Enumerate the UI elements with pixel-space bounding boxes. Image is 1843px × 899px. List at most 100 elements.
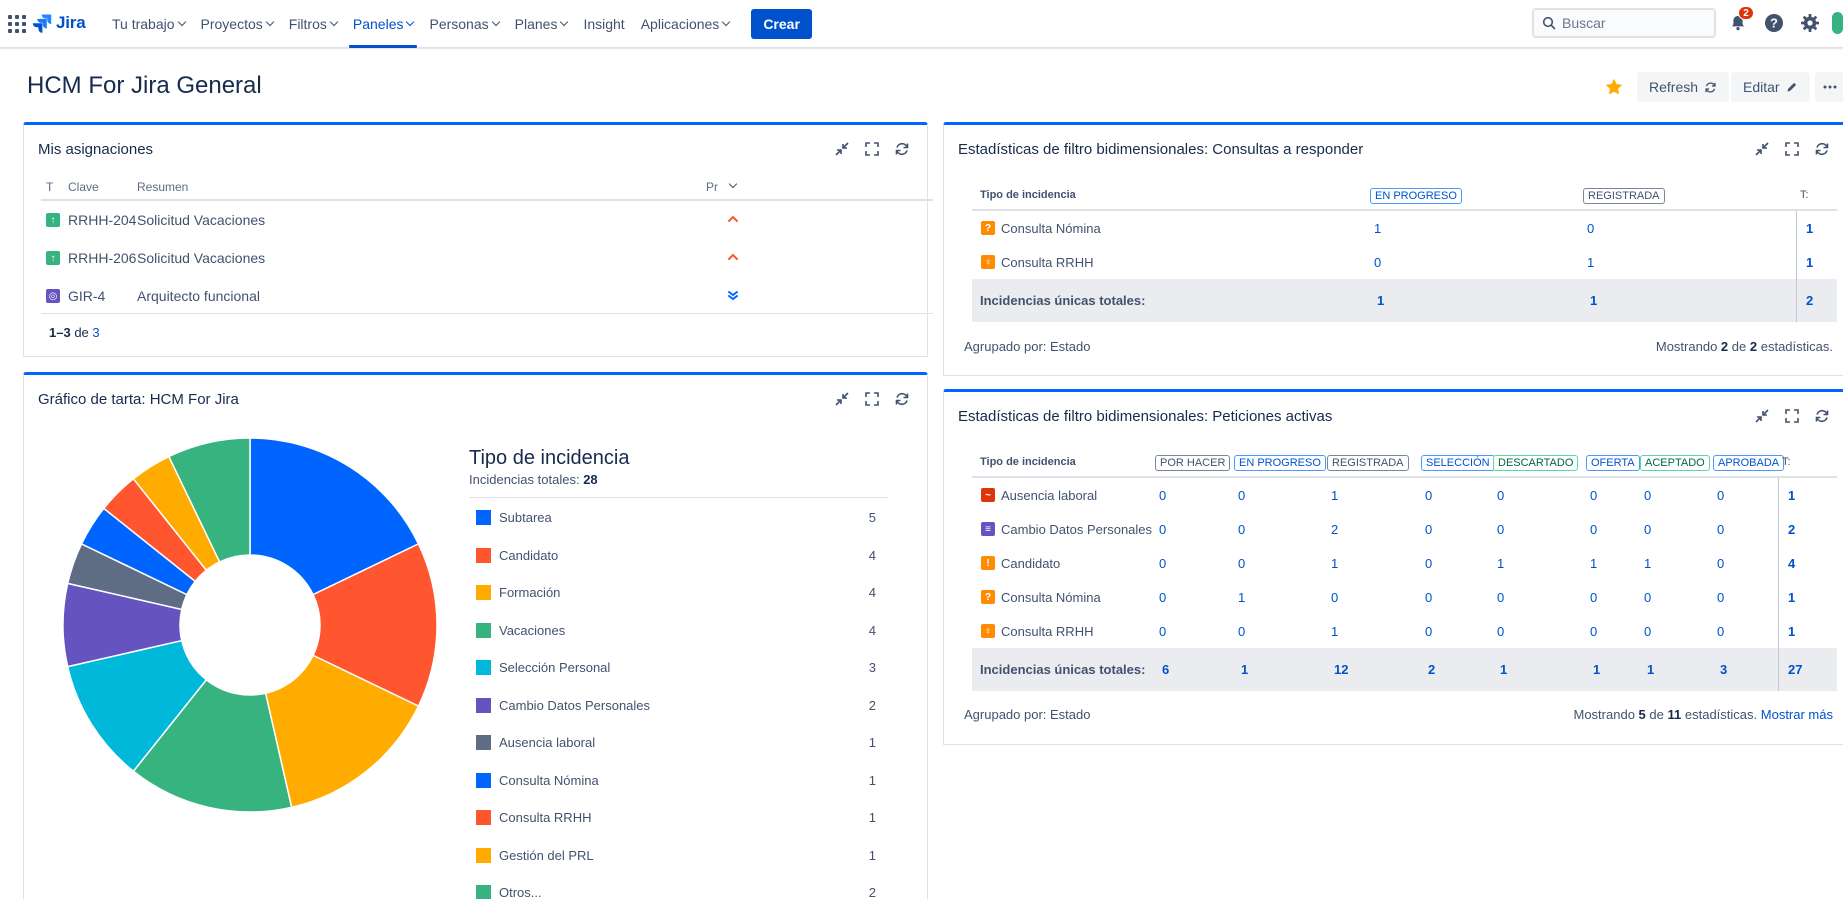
stat-cell-link[interactable]: 0 [1497,522,1505,537]
stat-cell-link[interactable]: 0 [1590,488,1598,503]
stat-cell-link[interactable]: 0 [1644,488,1652,503]
row-total-link[interactable]: 1 [1806,255,1814,270]
legend-label[interactable]: Subtarea [499,510,552,525]
stat-cell-link[interactable]: 0 [1159,522,1167,537]
column-total-link[interactable]: 1 [1377,293,1385,308]
more-actions-button[interactable] [1815,72,1843,102]
legend-label[interactable]: Gestión del PRL [499,847,594,863]
stat-cell-link[interactable]: 0 [1497,590,1505,605]
legend-item[interactable]: Candidato 4 [469,536,888,574]
stat-cell-link[interactable]: 1 [1497,556,1505,571]
minimize-icon[interactable] [833,140,851,158]
row-total-link[interactable]: 1 [1806,221,1814,236]
legend-item[interactable]: Vacaciones 4 [469,611,888,649]
legend-label[interactable]: Formación [499,585,561,600]
column-priority[interactable]: Pr [706,179,738,194]
column-type[interactable]: T [46,180,54,194]
row-total-link[interactable]: 1 [1788,624,1796,639]
legend-label[interactable]: Otros... [499,885,542,899]
nav-item-3[interactable]: Paneles [345,0,422,48]
stat-cell-link[interactable]: 0 [1717,556,1725,571]
search-input[interactable] [1562,15,1702,31]
legend-label[interactable]: Cambio Datos Personales [499,697,651,713]
issue-key-link[interactable]: RRHH-204 [68,212,137,228]
legend-item[interactable]: Ausencia laboral 1 [469,723,888,761]
show-more-link[interactable]: Mostrar más [1760,707,1833,722]
legend-item[interactable]: Selección Personal 3 [469,648,888,686]
stat-cell-link[interactable]: 0 [1159,624,1167,639]
stat-cell-link[interactable]: 0 [1159,590,1167,605]
stat-cell-link[interactable]: 0 [1497,624,1505,639]
legend-label[interactable]: Consulta Nómina [499,772,599,788]
issue-summary-link[interactable]: Arquitecto funcional [137,288,260,304]
jira-logo[interactable]: Jira [32,11,86,35]
pie-slice[interactable] [249,437,420,596]
stat-cell-link[interactable]: 0 [1590,624,1598,639]
column-key[interactable]: Clave [68,180,99,194]
stat-cell-link[interactable]: 0 [1238,522,1246,537]
stat-cell-link[interactable]: 1 [1331,624,1339,639]
stat-cell-link[interactable]: 0 [1717,624,1725,639]
stat-cell-link[interactable]: 1 [1644,556,1652,571]
column-total-link[interactable]: 1 [1593,662,1601,677]
legend-item[interactable]: Gestión del PRL 1 [469,836,888,874]
pie-slice[interactable] [66,639,208,773]
pie-slice[interactable] [312,542,438,708]
maximize-icon[interactable] [1783,407,1801,425]
row-total-link[interactable]: 2 [1788,522,1796,537]
column-total-link[interactable]: 1 [1590,293,1598,308]
stat-cell-link[interactable]: 0 [1238,488,1246,503]
nav-item-5[interactable]: Planes [507,0,576,48]
nav-item-6[interactable]: Insight [575,0,632,48]
legend-item[interactable]: Consulta Nómina 1 [469,761,888,799]
pie-slice[interactable] [167,437,251,563]
legend-item[interactable]: Otros... 2 [469,873,888,899]
stat-cell-link[interactable]: 0 [1425,556,1433,571]
stat-cell-link[interactable]: 0 [1644,522,1652,537]
column-total-link[interactable]: 3 [1720,662,1728,677]
star-favourite-icon[interactable] [1604,77,1624,97]
legend-item[interactable]: Formación 4 [469,573,888,611]
column-total-link[interactable]: 2 [1428,662,1436,677]
nav-item-4[interactable]: Personas [421,0,506,48]
minimize-icon[interactable] [1753,140,1771,158]
nav-item-2[interactable]: Filtros [281,0,345,48]
stat-cell-link[interactable]: 0 [1159,488,1167,503]
stat-cell-link[interactable]: 1 [1590,556,1598,571]
settings-gear-icon[interactable] [1798,11,1822,35]
stat-cell-link[interactable]: 0 [1238,556,1246,571]
pie-slice[interactable] [132,678,293,813]
column-total-link[interactable]: 12 [1334,662,1349,677]
row-total-link[interactable]: 4 [1788,556,1796,571]
stat-cell-link[interactable]: 0 [1644,624,1652,639]
maximize-icon[interactable] [1783,140,1801,158]
stat-cell-link[interactable]: 0 [1425,624,1433,639]
stat-cell-link[interactable]: 0 [1425,590,1433,605]
search-box[interactable] [1532,8,1716,38]
nav-item-7[interactable]: Aplicaciones [633,0,738,48]
issue-key-link[interactable]: RRHH-206 [68,250,137,266]
minimize-icon[interactable] [1753,407,1771,425]
row-total-link[interactable]: 1 [1788,488,1796,503]
stat-cell-link[interactable]: 0 [1425,488,1433,503]
gadget-refresh-icon[interactable] [893,390,911,408]
minimize-icon[interactable] [833,390,851,408]
legend-label[interactable]: Selección Personal [499,660,611,675]
pie-slice[interactable] [264,654,420,809]
legend-item[interactable]: Consulta RRHH 1 [469,798,888,836]
stat-cell-link[interactable]: 0 [1590,590,1598,605]
column-total-link[interactable]: 1 [1241,662,1249,677]
maximize-icon[interactable] [863,390,881,408]
stat-cell-link[interactable]: 2 [1331,522,1339,537]
stat-cell-link[interactable]: 1 [1331,488,1339,503]
pie-chart[interactable] [60,435,440,815]
stat-cell-link[interactable]: 1 [1374,221,1382,236]
stat-cell-link[interactable]: 0 [1374,255,1382,270]
help-icon[interactable]: ? [1762,11,1786,35]
edit-button[interactable]: Editar [1731,72,1810,102]
legend-label[interactable]: Consulta RRHH [499,810,592,825]
stat-cell-link[interactable]: 0 [1238,624,1246,639]
stat-cell-link[interactable]: 0 [1425,522,1433,537]
legend-item[interactable]: Cambio Datos Personales 2 [469,686,888,724]
table-row[interactable]: ↑ RRHH-206 Solicitud Vacaciones [41,239,933,277]
